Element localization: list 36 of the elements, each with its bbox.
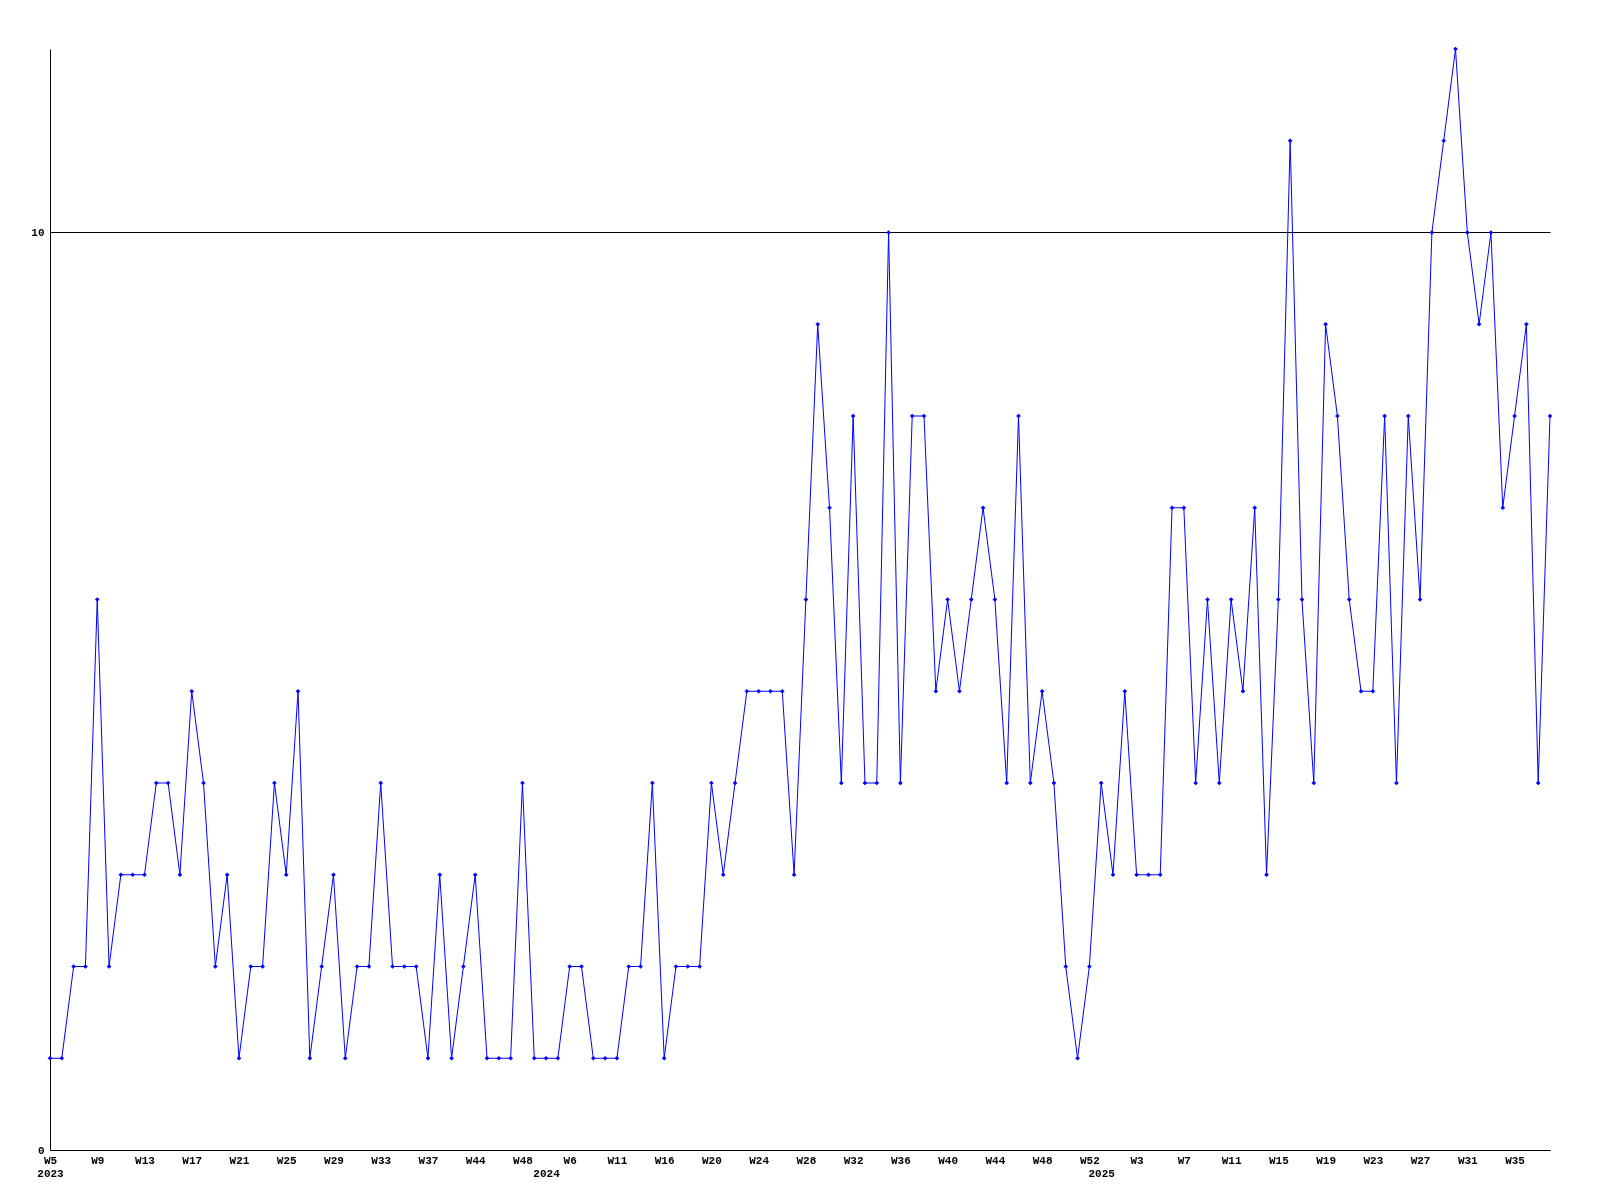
x-tick-label: W17 (182, 1154, 203, 1167)
x-tick-label: W52 (1079, 1154, 1100, 1167)
x-tick-label: W48 (1032, 1154, 1053, 1167)
x-tick-label: W24 (749, 1154, 770, 1167)
x-tick-label: W48 (513, 1154, 534, 1167)
x-tick-label: W6 (563, 1154, 577, 1167)
y-tick-label: 10 (31, 227, 45, 239)
x-tick-label: W16 (654, 1154, 675, 1167)
x-tick-label: W9 (91, 1154, 105, 1167)
x-tick-label: W33 (371, 1154, 392, 1167)
x-tick-label: W32 (843, 1154, 864, 1167)
x-tick-label: 2025 (1088, 1167, 1116, 1180)
x-tick-label: W27 (1410, 1154, 1431, 1167)
x-tick-label: W19 (1316, 1154, 1336, 1167)
x-tick-label: 2024 (533, 1167, 561, 1180)
y-tick-label: 0 (37, 1144, 45, 1157)
x-tick-label: W40 (938, 1154, 959, 1167)
x-tick-label: W28 (796, 1154, 817, 1167)
x-tick-label: W11 (607, 1154, 628, 1167)
x-tick-label: W37 (418, 1154, 439, 1167)
x-tick-label: W23 (1363, 1154, 1384, 1167)
x-tick-label: W11 (1221, 1154, 1242, 1167)
x-tick-label: W7 (1177, 1154, 1191, 1167)
x-tick-label: W3 (1130, 1154, 1145, 1167)
x-tick-label: W15 (1268, 1154, 1290, 1167)
x-tick-label: W36 (890, 1154, 911, 1167)
x-tick-label: W44 (985, 1154, 1006, 1167)
x-tick-label: W31 (1457, 1154, 1479, 1167)
x-tick-label: W13 (135, 1154, 156, 1167)
x-tick-label: W44 (465, 1154, 486, 1167)
x-tick-label: W5 2023 (37, 1154, 65, 1180)
x-tick-label: W21 (229, 1154, 250, 1167)
x-tick-label: W29 (324, 1154, 344, 1167)
x-tick-label: W25 (276, 1154, 298, 1167)
x-tick-label: W20 (702, 1154, 722, 1167)
x-tick-label: W35 (1505, 1154, 1526, 1167)
